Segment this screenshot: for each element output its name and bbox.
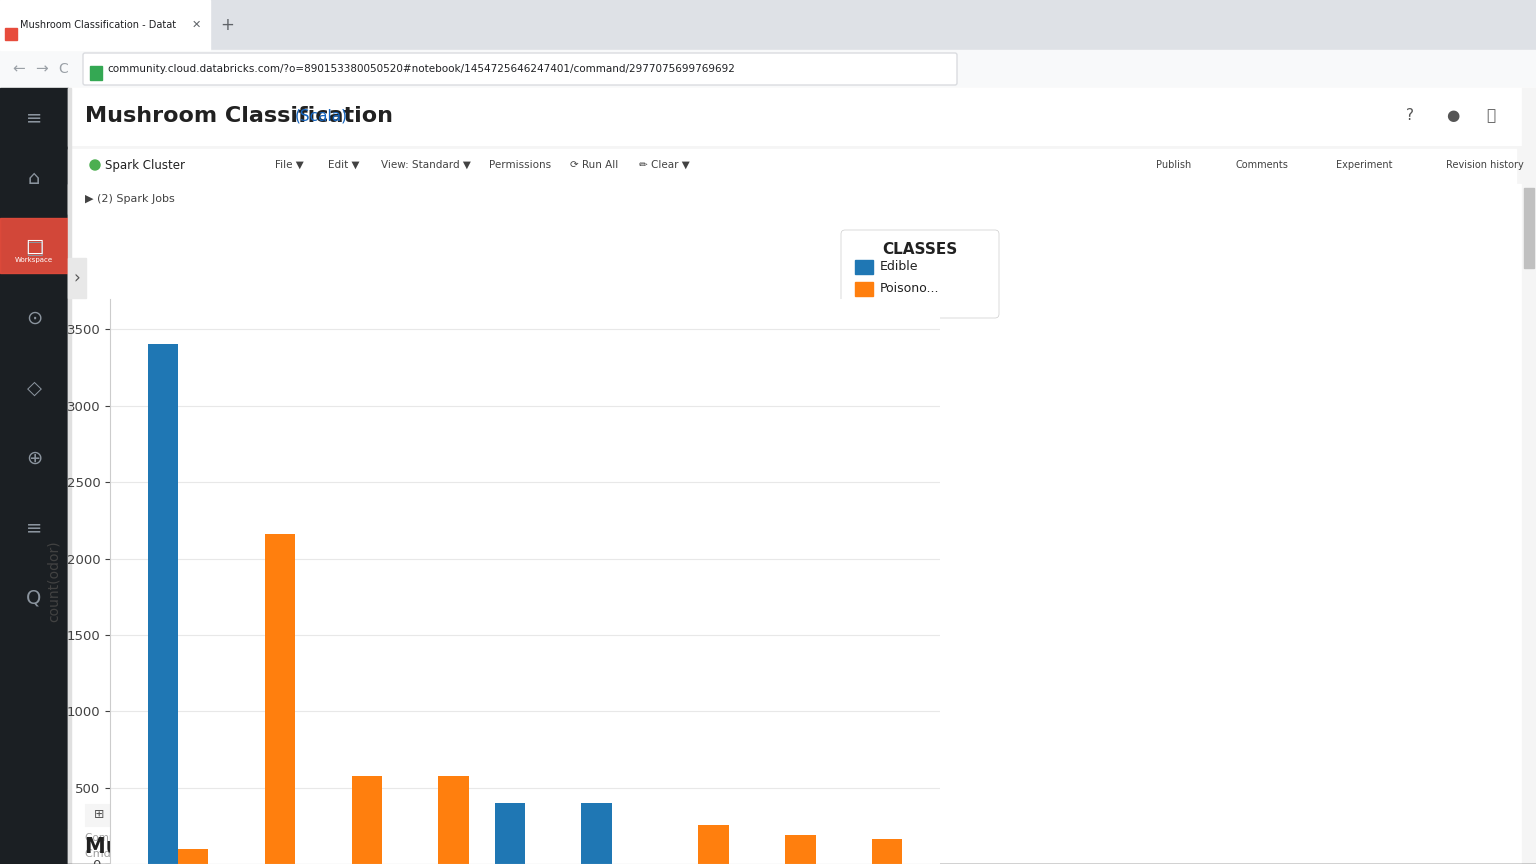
Text: ▶ (2) Spark Jobs: ▶ (2) Spark Jobs: [84, 194, 175, 204]
Bar: [438, 776, 468, 864]
Bar: [0, 88, 1536, 864]
Text: ⊞: ⊞: [94, 809, 104, 822]
Text: ✕: ✕: [192, 20, 201, 30]
Text: Poisono...: Poisono...: [880, 283, 940, 295]
Text: ≡: ≡: [26, 518, 41, 537]
Bar: [68, 88, 71, 864]
Text: Q: Q: [26, 588, 41, 607]
Text: →: →: [35, 61, 48, 77]
Bar: [495, 803, 525, 864]
Text: ⬇: ⬇: [353, 810, 362, 820]
Text: (Scala): (Scala): [295, 109, 349, 124]
Text: Workspace: Workspace: [15, 257, 54, 263]
Text: Comments: Comments: [1236, 160, 1289, 170]
Text: community.cloud.databricks.com/?o=890153380050520#notebook/1454725646247401/comm: community.cloud.databricks.com/?o=890153…: [108, 64, 734, 74]
Bar: [84, 804, 114, 826]
Text: ⊕: ⊕: [26, 448, 41, 467]
Text: Edible: Edible: [880, 261, 919, 274]
Text: Plot Options...: Plot Options...: [266, 810, 335, 820]
Bar: [0, 88, 68, 864]
Bar: [68, 789, 1536, 829]
Bar: [0, 50, 1536, 88]
Bar: [255, 804, 346, 826]
Text: ⌂: ⌂: [28, 168, 40, 187]
Text: 👤: 👤: [1485, 109, 1495, 124]
Text: Revision history: Revision history: [1445, 160, 1524, 170]
Text: □: □: [25, 238, 43, 257]
Bar: [5, 28, 17, 40]
Bar: [264, 534, 295, 864]
Text: ●: ●: [1445, 109, 1459, 124]
Text: ✏ Clear ▼: ✏ Clear ▼: [639, 160, 690, 170]
Text: ?: ?: [1405, 109, 1415, 124]
Bar: [115, 804, 143, 826]
Bar: [785, 835, 816, 864]
Text: Experiment: Experiment: [1336, 160, 1393, 170]
Bar: [581, 803, 611, 864]
Text: View: Standard ▼: View: Standard ▼: [381, 160, 472, 170]
Bar: [68, 88, 1536, 146]
Text: ⊙: ⊙: [26, 308, 41, 327]
Text: Publish: Publish: [1157, 160, 1192, 170]
Bar: [68, 829, 1536, 864]
Bar: [0, 0, 210, 50]
Text: Edit ▼: Edit ▼: [329, 160, 359, 170]
Text: ◇: ◇: [26, 378, 41, 397]
Bar: [872, 840, 902, 864]
Text: Mushroom Classification - Datat: Mushroom Classification - Datat: [20, 20, 177, 30]
Text: Cmd 15: Cmd 15: [84, 849, 127, 859]
Text: ↗: ↗: [124, 809, 134, 822]
Bar: [0, 218, 68, 273]
FancyBboxPatch shape: [842, 230, 998, 318]
Text: +: +: [220, 16, 233, 34]
Bar: [0, 0, 1536, 50]
Bar: [68, 149, 1516, 789]
Bar: [68, 146, 1536, 184]
Bar: [856, 282, 872, 296]
Bar: [1522, 88, 1536, 864]
Text: ≡: ≡: [26, 109, 41, 128]
Text: □: □: [25, 237, 43, 256]
Bar: [68, 258, 86, 298]
Bar: [1524, 188, 1534, 268]
Text: Spark Cluster: Spark Cluster: [104, 158, 184, 171]
Bar: [68, 184, 1536, 214]
Text: ←: ←: [12, 61, 25, 77]
Text: C: C: [58, 62, 68, 76]
Bar: [856, 260, 872, 274]
Bar: [147, 344, 178, 864]
Text: CLASSES: CLASSES: [882, 242, 957, 257]
Bar: [178, 849, 209, 864]
Bar: [352, 776, 382, 864]
Text: Permissions: Permissions: [488, 160, 551, 170]
Text: File ▼: File ▼: [275, 160, 304, 170]
Circle shape: [91, 160, 100, 170]
FancyBboxPatch shape: [83, 53, 957, 85]
Text: ⟳ Run All: ⟳ Run All: [570, 160, 617, 170]
Text: ›: ›: [74, 269, 80, 287]
Bar: [699, 825, 728, 864]
Text: Mushroom Population Type Percentange: Mushroom Population Type Percentange: [84, 837, 562, 857]
Bar: [347, 804, 369, 826]
Text: Mushroom Classification: Mushroom Classification: [84, 106, 393, 126]
Text: Command took 1.35 seconds -- by ybhavesh22@gmail.com at 2/21/2021, 12:30:45 PM o: Command took 1.35 seconds -- by ybhavesh…: [84, 833, 628, 843]
Bar: [91, 66, 101, 80]
Y-axis label: count(odor): count(odor): [48, 541, 61, 622]
